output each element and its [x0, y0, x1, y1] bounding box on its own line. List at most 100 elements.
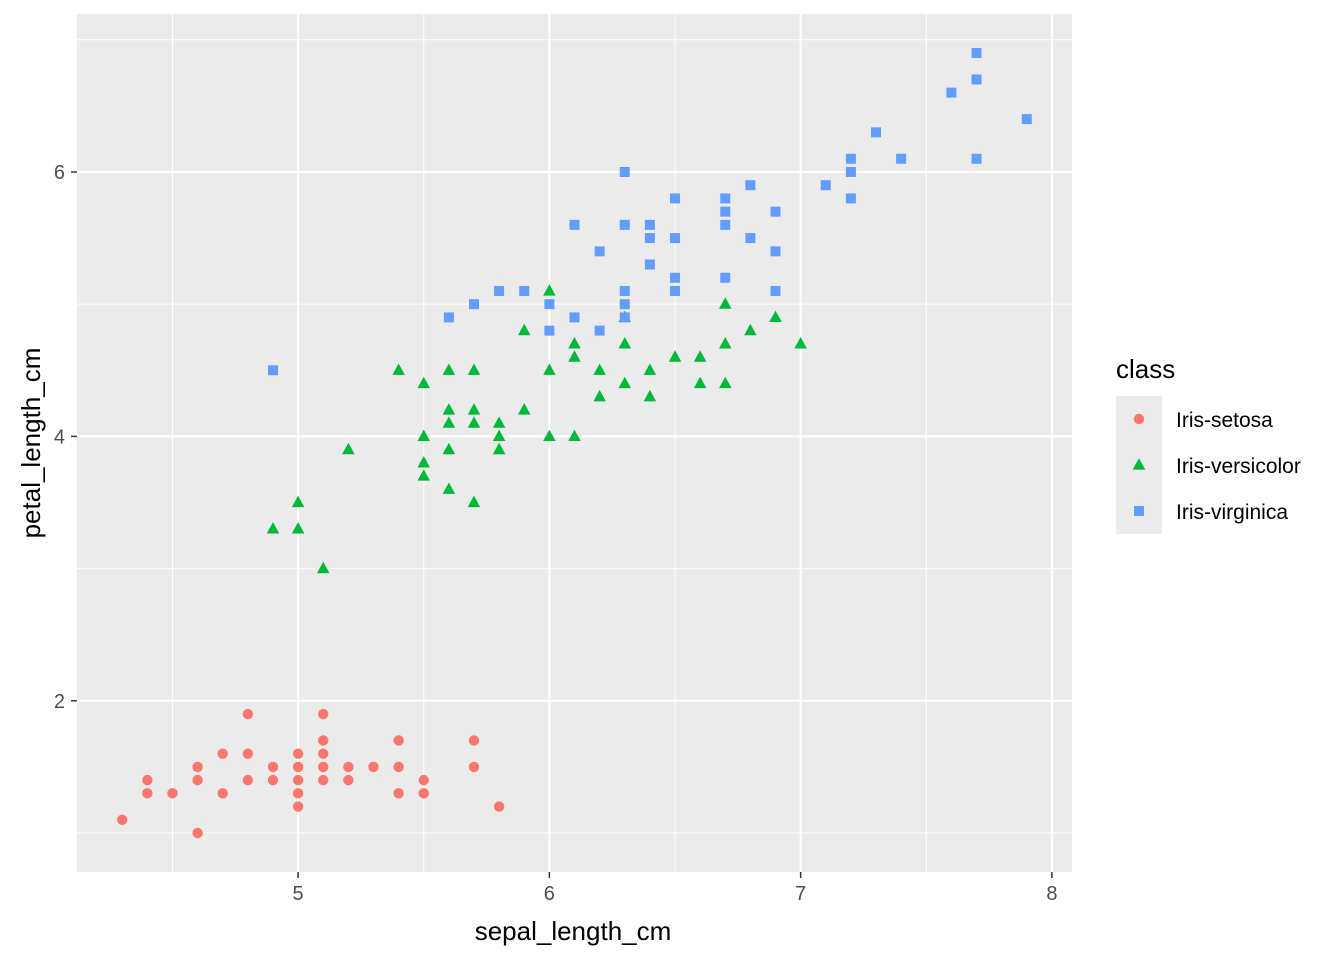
x-tick-label: 6	[544, 883, 555, 905]
data-point	[442, 416, 456, 428]
data-point	[368, 761, 379, 773]
data-point	[292, 748, 304, 759]
legend-key-square-icon	[1134, 506, 1144, 516]
panel-background	[77, 14, 1072, 872]
data-point	[971, 48, 982, 58]
data-point	[619, 299, 630, 310]
data-point	[318, 748, 329, 759]
data-point	[393, 735, 404, 746]
data-point	[393, 788, 404, 799]
data-point	[720, 193, 731, 204]
data-point	[493, 801, 505, 812]
data-point	[318, 774, 329, 786]
data-point	[292, 801, 304, 812]
data-point	[517, 323, 531, 336]
data-point	[569, 312, 580, 323]
data-point	[492, 416, 506, 428]
data-point	[343, 761, 354, 773]
x-axis-title: sepal_length_cm	[475, 916, 672, 946]
data-point	[267, 774, 279, 786]
data-point	[693, 350, 707, 362]
data-point	[192, 774, 203, 786]
data-point	[643, 363, 657, 375]
data-points	[117, 48, 1032, 839]
data-point	[318, 761, 329, 773]
data-point	[442, 442, 456, 455]
y-axis-title: petal_length_cm	[16, 348, 46, 539]
minor-gridlines	[77, 14, 1072, 872]
data-point	[467, 403, 481, 415]
data-point	[670, 285, 681, 296]
data-point	[568, 429, 581, 442]
data-point	[644, 233, 655, 244]
data-point	[467, 363, 481, 375]
data-point	[1021, 114, 1032, 125]
data-point	[267, 365, 278, 376]
data-point	[845, 153, 856, 164]
legend-label: Iris-setosa	[1176, 409, 1273, 432]
data-point	[719, 376, 732, 389]
data-point	[266, 522, 280, 534]
data-point	[417, 376, 430, 389]
x-tick-label: 8	[1046, 883, 1057, 905]
data-point	[291, 522, 305, 534]
data-point	[619, 312, 630, 323]
data-point	[745, 233, 756, 244]
data-point	[619, 166, 630, 177]
data-point	[769, 310, 782, 323]
data-point	[619, 285, 630, 296]
data-point	[619, 219, 630, 230]
data-point	[618, 337, 632, 349]
data-point	[442, 482, 456, 494]
data-point	[242, 748, 254, 759]
legend-title: class	[1116, 354, 1175, 384]
series-iris-setosa	[117, 708, 505, 839]
data-point	[393, 761, 404, 773]
data-point	[167, 788, 178, 799]
data-point	[670, 193, 681, 204]
data-point	[417, 429, 430, 442]
data-point	[291, 495, 305, 508]
data-point	[192, 761, 203, 773]
data-point	[342, 442, 355, 455]
data-point	[745, 180, 756, 191]
data-point	[467, 416, 481, 428]
data-point	[543, 284, 556, 296]
data-point	[517, 403, 531, 415]
data-point	[644, 219, 655, 230]
data-point	[719, 297, 732, 309]
legend-key-circle-icon	[1133, 413, 1145, 425]
data-point	[643, 389, 657, 402]
data-point	[544, 299, 555, 310]
data-point	[142, 774, 153, 786]
legend: class Iris-setosa Iris-versicolor Iris-vir…	[1116, 354, 1301, 534]
data-point	[494, 285, 505, 296]
data-point	[142, 788, 153, 799]
data-point	[720, 206, 731, 217]
data-point	[543, 429, 556, 442]
data-point	[544, 325, 555, 336]
data-point	[971, 153, 982, 164]
data-point	[668, 350, 682, 362]
data-point	[468, 299, 479, 310]
data-point	[896, 153, 907, 164]
legend-key-triangle-icon	[1132, 458, 1146, 470]
data-point	[845, 193, 856, 204]
data-point	[468, 761, 480, 773]
data-point	[845, 166, 856, 177]
legend-item: Iris-setosa	[1133, 409, 1273, 432]
data-point	[971, 74, 982, 85]
data-point	[467, 495, 481, 508]
data-point	[568, 350, 581, 362]
legend-label: Iris-virginica	[1176, 501, 1288, 524]
data-point	[442, 403, 456, 415]
data-point	[492, 442, 506, 455]
data-point	[820, 180, 831, 191]
data-point	[192, 827, 203, 839]
data-point	[242, 708, 254, 720]
legend-item: Iris-virginica	[1134, 501, 1288, 524]
data-point	[267, 761, 279, 773]
data-point	[417, 469, 430, 481]
legend-label: Iris-versicolor	[1176, 455, 1301, 478]
data-point	[217, 748, 228, 759]
